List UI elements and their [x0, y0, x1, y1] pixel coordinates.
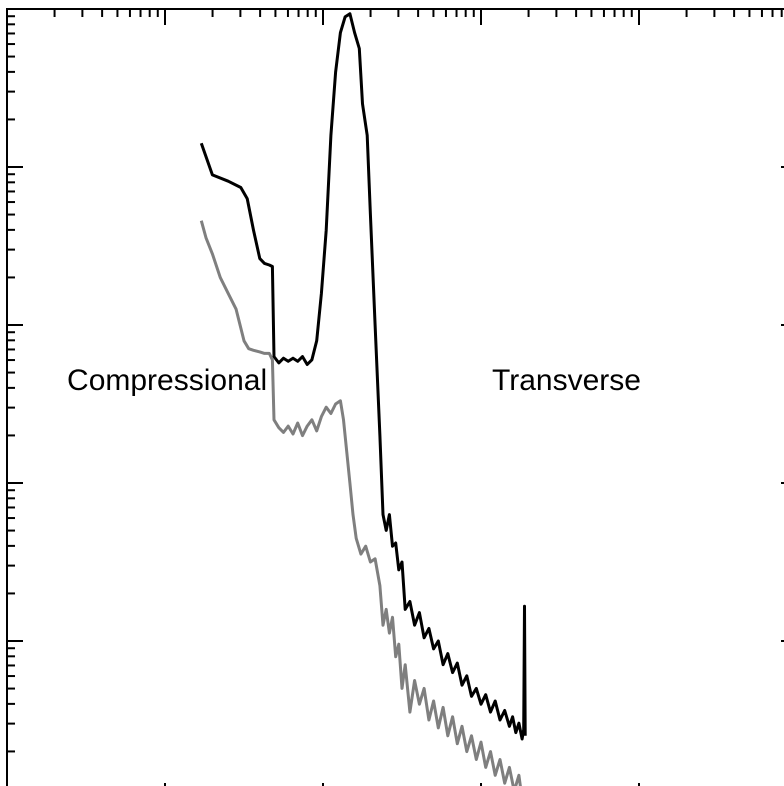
annotation-compressional: Compressional: [67, 364, 267, 397]
series-line-transverse: [199, 12, 527, 741]
series-lines: [199, 12, 527, 786]
annotation-transverse: Transverse: [492, 364, 641, 397]
plot-frame: [6, 8, 784, 786]
series-line-compressional: [199, 220, 522, 786]
annotations: Compressional Transverse: [67, 364, 641, 397]
axis-ticks: [6, 8, 784, 786]
